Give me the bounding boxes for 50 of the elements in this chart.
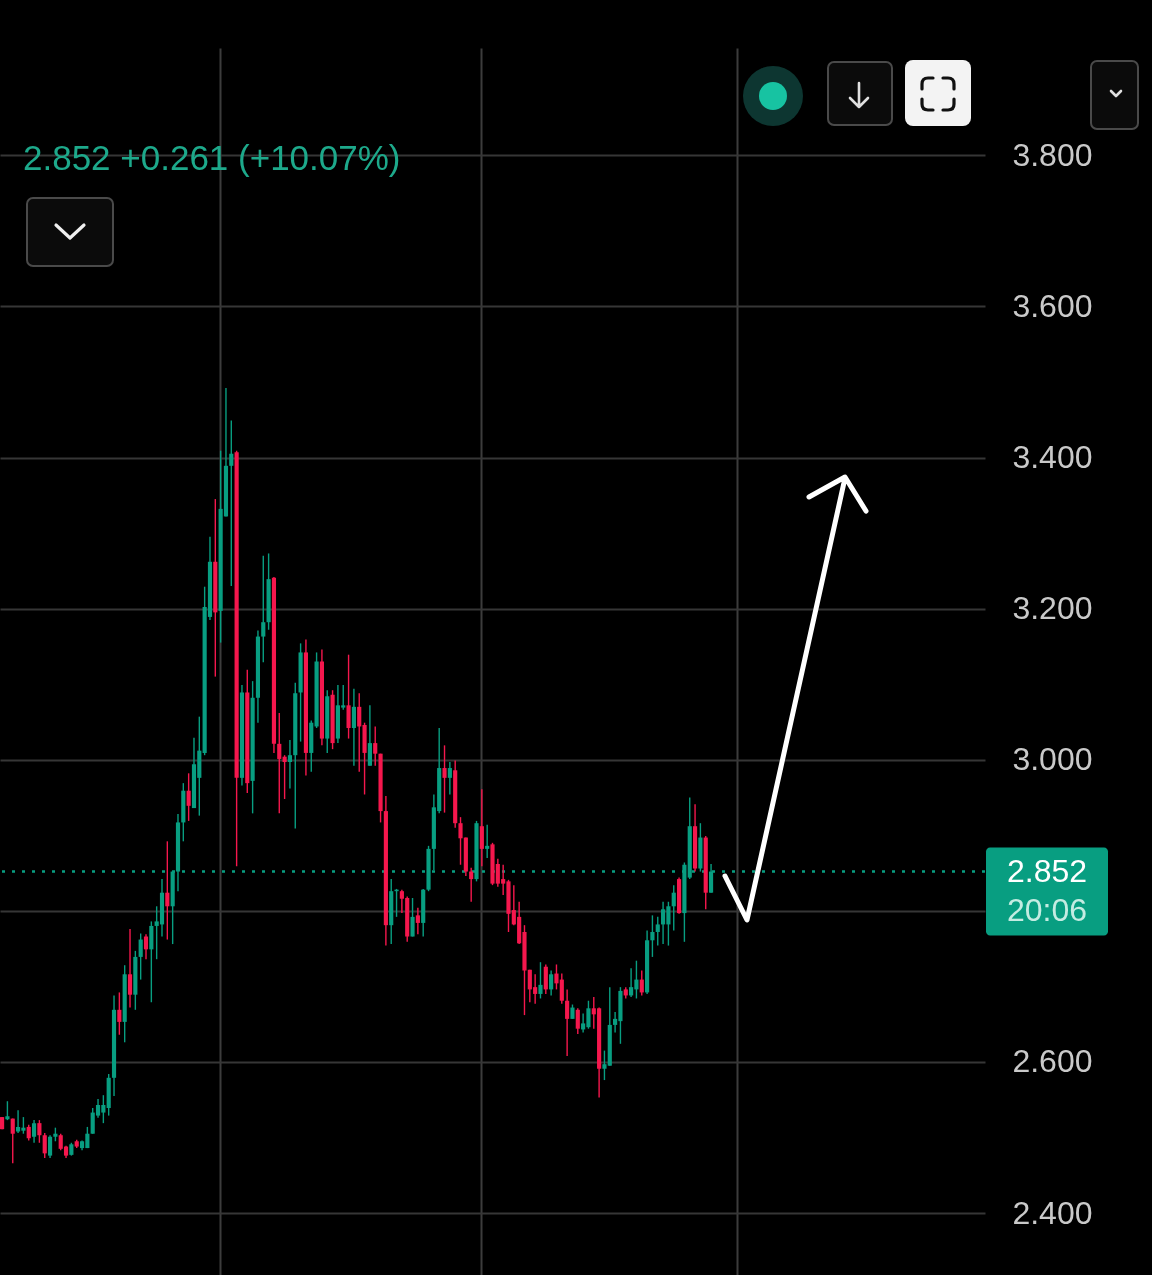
y-tick-label: 2.600 (1012, 1043, 1093, 1080)
candlestick (373, 725, 378, 767)
ref-line-label: 2.852 (1006, 852, 1088, 889)
candlestick (127, 928, 133, 1009)
candlestick (165, 840, 170, 941)
candlestick (346, 654, 351, 740)
y-tick-label: 3.200 (1012, 590, 1093, 627)
candlestick (671, 884, 676, 932)
candlestick (10, 1117, 15, 1164)
y-tick-label: 3.800 (1012, 136, 1093, 173)
candlestick (442, 744, 447, 814)
candlestick (229, 419, 234, 587)
candlestick (655, 916, 660, 947)
text: 2.852 +0.261 (+10.07%) (23, 137, 401, 179)
candlestick (117, 991, 122, 1036)
candlestick (261, 555, 266, 663)
candlestick (277, 712, 282, 815)
candlestick (543, 963, 548, 995)
candlestick (565, 988, 570, 1057)
candlestick (367, 704, 372, 767)
y-tick-label: 3.600 (1012, 287, 1093, 324)
y-tick-label: 3.400 (1012, 439, 1093, 475)
candlestick (538, 961, 543, 1000)
candlestick (37, 1119, 42, 1144)
candlestick (479, 788, 484, 867)
y-tick-label: 2.400 (1012, 1194, 1093, 1231)
candlestick (650, 914, 655, 958)
candlestick (410, 897, 415, 938)
candlestick (5, 1100, 10, 1121)
candlestick (47, 1134, 53, 1159)
candlestick (415, 907, 420, 935)
candlestick (485, 824, 490, 859)
y-tick-label: 3.000 (1012, 741, 1093, 778)
candlestick (138, 932, 143, 981)
candlestick (351, 688, 356, 767)
candlestick (186, 772, 191, 822)
candlestick (447, 761, 452, 796)
candlestick (42, 1132, 47, 1159)
candlestick (282, 754, 287, 800)
candlestick (469, 867, 474, 903)
candlestick (639, 969, 644, 997)
candlestick (458, 816, 463, 866)
candlestick (661, 901, 666, 945)
candlestick (287, 739, 293, 790)
candlestick (575, 1007, 580, 1035)
text: 20:06 (1006, 891, 1088, 928)
candlestick (149, 920, 154, 1003)
candlestick (143, 933, 149, 960)
candlestick (31, 1119, 37, 1144)
candlestick (549, 969, 554, 997)
